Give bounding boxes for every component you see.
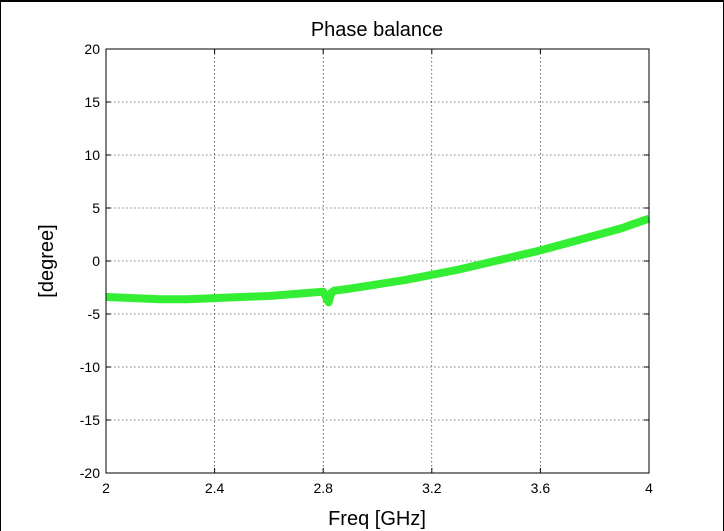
tick-labels: 2 2.4 2.8 3.2 3.6 4 20 15 10 5 0 -5 -10 -15 -20 xyxy=(80,41,653,496)
chart-title: Phase balance xyxy=(311,19,443,41)
y-tick-label: -20 xyxy=(80,465,100,481)
y-tick-label: -10 xyxy=(80,359,100,375)
x-tick-label: 3.2 xyxy=(422,480,442,496)
y-tick-label: 10 xyxy=(84,147,100,163)
x-tick-label: 3.6 xyxy=(531,480,551,496)
y-tick-label: 5 xyxy=(92,200,100,216)
y-tick-label: 0 xyxy=(92,253,100,269)
series-line xyxy=(105,214,651,307)
y-tick-label: 20 xyxy=(84,41,100,57)
series-layer xyxy=(105,214,651,307)
y-tick-label: -15 xyxy=(80,412,100,428)
x-tick-label: 4 xyxy=(645,480,653,496)
x-axis-label: Freq [GHz] xyxy=(328,508,426,530)
y-axis-label: [degree] xyxy=(36,224,58,297)
x-tick-label: 2.8 xyxy=(313,480,333,496)
x-tick-label: 2.4 xyxy=(205,480,225,496)
grid-lines xyxy=(106,49,649,473)
y-tick-label: 15 xyxy=(84,94,100,110)
x-tick-label: 2 xyxy=(102,480,110,496)
y-tick-label: -5 xyxy=(88,306,101,322)
plot-border xyxy=(105,48,650,474)
